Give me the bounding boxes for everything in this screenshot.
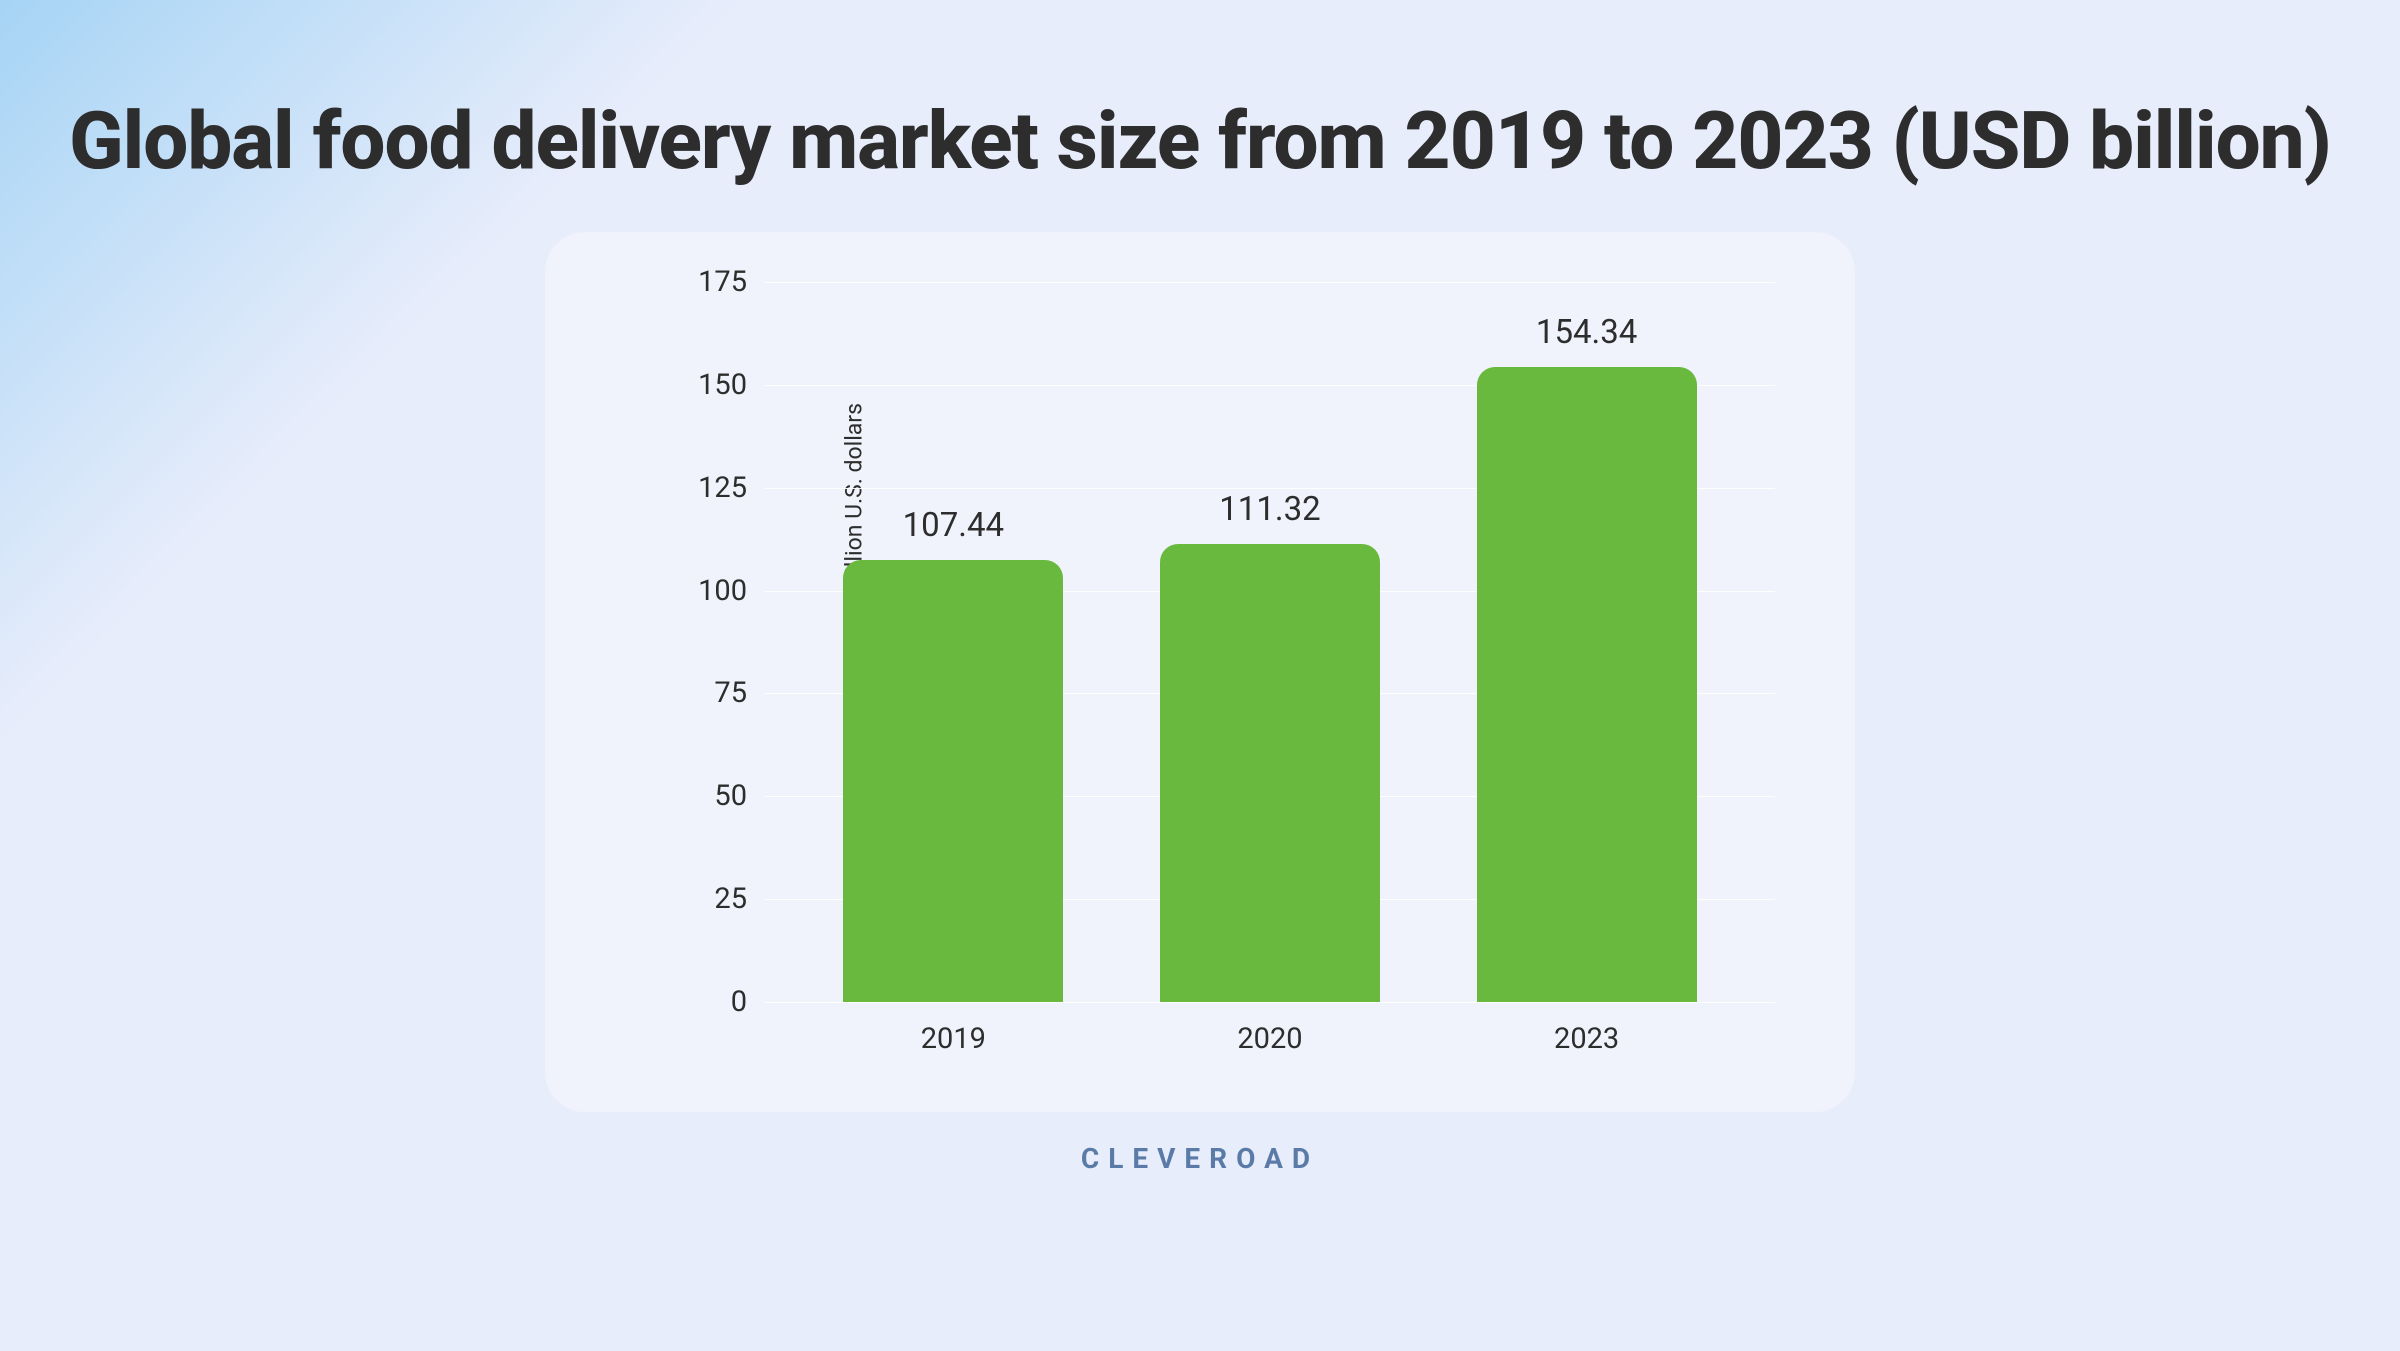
x-tick-label: 2023	[1554, 1022, 1619, 1056]
y-tick-label: 0	[731, 985, 747, 1019]
bar-group: 111.322020	[1160, 490, 1380, 1002]
bar-value-label: 111.32	[1219, 490, 1320, 529]
bar	[1477, 367, 1697, 1002]
bar	[843, 560, 1063, 1002]
bar-group: 154.342023	[1477, 313, 1697, 1002]
y-tick-label: 175	[698, 265, 747, 299]
bar	[1160, 544, 1380, 1002]
bar-group: 107.442019	[843, 506, 1063, 1002]
y-tick-label: 100	[698, 574, 747, 608]
x-tick-label: 2020	[1237, 1022, 1302, 1056]
y-tick-label: 50	[714, 779, 747, 813]
y-tick-label: 125	[698, 471, 747, 505]
chart-card: Online food delivery market size in bill…	[545, 232, 1855, 1112]
plot-region: 0255075100125150175107.442019111.3220201…	[765, 282, 1775, 1002]
chart-area: 0255075100125150175107.442019111.3220201…	[635, 272, 1805, 1072]
grid-line	[765, 1002, 1775, 1003]
y-tick-label: 25	[714, 882, 747, 916]
brand-label: CLEVEROAD	[1081, 1142, 1319, 1175]
x-tick-label: 2019	[921, 1022, 986, 1056]
chart-title: Global food delivery market size from 20…	[69, 95, 2331, 187]
bars-container: 107.442019 111.322020 154.342023	[765, 282, 1775, 1002]
bar-value-label: 154.34	[1536, 313, 1637, 352]
bar-value-label: 107.44	[903, 506, 1004, 545]
y-tick-label: 75	[714, 676, 747, 710]
y-tick-label: 150	[698, 368, 747, 402]
